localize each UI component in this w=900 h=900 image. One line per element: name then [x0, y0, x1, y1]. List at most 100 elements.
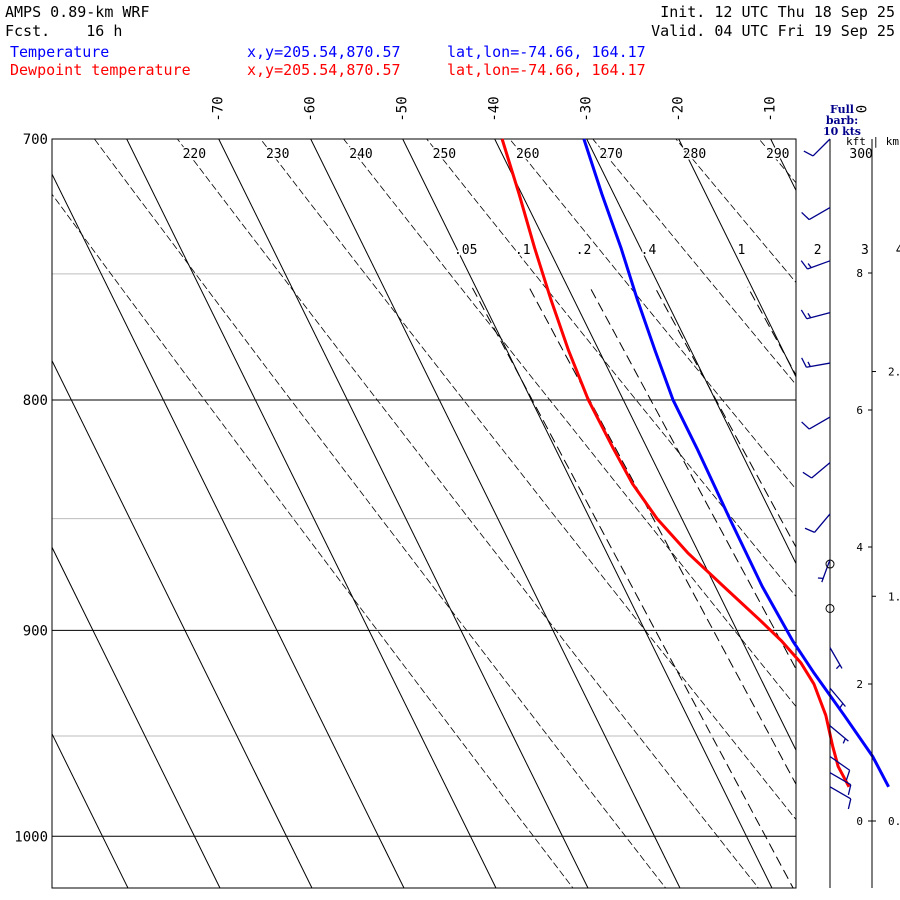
pressure-tick-label: 900: [23, 623, 48, 639]
dry-adiabat: [758, 139, 796, 184]
isotherm-line: [52, 546, 221, 888]
mixing-ratio-label: 1: [737, 243, 745, 258]
calm-wind-marker: [825, 559, 835, 569]
wind-barb: [801, 416, 831, 430]
wind-barb-staff: [811, 462, 831, 479]
mixing-ratio-label: .2: [576, 243, 592, 258]
barb-legend-line1: Full barb:: [825, 103, 859, 127]
legend-temperature-coord: x,y=205.54,870.57: [247, 43, 401, 61]
wind-barb-flag: [803, 150, 814, 157]
legend-dewpoint-label: Dewpoint temperature: [10, 61, 191, 79]
theta-label: 250: [433, 147, 456, 162]
temperature-tick-label: -70: [211, 96, 227, 121]
legend-temperature-latlon: lat,lon=-74.66, 164.17: [447, 43, 646, 61]
fcst-label: Fcst.: [5, 22, 51, 40]
theta-label: 230: [266, 147, 289, 162]
isotherm-line: [494, 139, 796, 752]
wind-barb-staff: [829, 772, 852, 786]
dry-adiabat: [52, 193, 574, 888]
wind-barb: [804, 513, 831, 533]
wind-barb-flag: [804, 527, 815, 533]
wind-barb: [800, 309, 831, 320]
barb-legend-line2: 10 kts: [822, 125, 862, 138]
height-axis-header: kft | km: [846, 135, 899, 148]
kft-tick-label: 0: [856, 815, 863, 828]
wind-barb-staff: [806, 311, 831, 320]
pressure-tick-label: 800: [23, 393, 48, 409]
km-tick-label: 2.: [888, 366, 900, 379]
wind-barb-flag: [847, 784, 852, 796]
mixing-ratio-label: 2: [814, 243, 822, 258]
wind-barb: [829, 647, 843, 670]
wind-barb-staff: [829, 725, 849, 742]
mixing-ratio-label: 4: [896, 243, 900, 258]
mixing-ratio-label: .05: [454, 243, 477, 258]
wind-barb-staff: [812, 138, 831, 157]
isotherm-line: [52, 359, 313, 888]
mixing-ratio-label: .1: [515, 243, 531, 258]
theta-label: 270: [599, 147, 622, 162]
wind-barb-staff: [829, 755, 851, 771]
dry-adiabat: [592, 139, 796, 386]
temperature-tick-label: -50: [395, 96, 411, 121]
isotherm-line: [586, 139, 796, 565]
km-tick-label: 0.: [888, 815, 900, 828]
wind-barb-flag: [801, 357, 807, 368]
temperature-profile-line: [582, 138, 890, 788]
dry-adiabat: [426, 139, 796, 598]
kft-tick-label: 6: [856, 404, 863, 417]
kft-tick-label: 2: [856, 678, 863, 691]
wind-barb: [802, 462, 831, 479]
isotherm-line: [402, 139, 773, 888]
wind-barb-half-flag: [807, 312, 812, 319]
wind-barb-flag: [801, 211, 810, 221]
wind-barb: [803, 138, 831, 157]
barb-legend: Full barb: 10 kts: [812, 104, 872, 137]
kft-tick-label: 4: [856, 541, 863, 554]
wind-barb: [801, 207, 831, 221]
wind-barb-half-flag: [839, 703, 844, 709]
temperature-tick-label: -10: [763, 96, 779, 121]
mixing-ratio-line: [589, 286, 796, 671]
wind-barb-flag: [847, 798, 852, 810]
wind-barb-half-flag: [835, 664, 841, 670]
mixing-ratio-line: [471, 286, 794, 888]
wind-barb-staff: [808, 416, 831, 430]
wind-barb-flag: [800, 309, 808, 320]
wind-barb: [829, 755, 851, 781]
mixing-ratio-label: 3: [861, 243, 869, 258]
dry-adiabat: [343, 139, 796, 708]
theta-label: 290: [766, 147, 789, 162]
temperature-tick-label: -60: [303, 96, 319, 121]
dry-adiabat: [675, 139, 796, 284]
wind-barb: [829, 786, 852, 810]
wind-barb-flag: [845, 770, 851, 781]
wind-barb-half-flag: [842, 738, 846, 744]
isotherm-line: [678, 139, 796, 379]
isotherm-line: [52, 732, 129, 888]
wind-barb: [829, 687, 846, 709]
kft-label: kft: [846, 135, 866, 148]
theta-label: 240: [349, 147, 372, 162]
model-title: AMPS 0.89-km WRF: [5, 3, 150, 21]
valid-time: Valid. 04 UTC Fri 19 Sep 25: [651, 22, 895, 40]
temperature-tick-label: -20: [671, 96, 687, 121]
legend-dewpoint-coord: x,y=205.54,870.57: [247, 61, 401, 79]
isotherm-line: [0, 139, 36, 888]
kft-tick-label: 8: [856, 267, 863, 280]
forecast-label: Fcst. 16 h: [5, 23, 122, 40]
wind-barb-flag: [802, 471, 812, 479]
legend-dewpoint-latlon: lat,lon=-74.66, 164.17: [447, 61, 646, 79]
dry-adiabat: [93, 139, 667, 888]
wind-barb-staff: [814, 513, 831, 533]
wind-barb: [829, 772, 852, 796]
theta-label: 220: [183, 147, 206, 162]
dry-adiabat: [176, 139, 759, 888]
dry-adiabat: [259, 139, 796, 821]
km-tick-label: 1.: [888, 590, 900, 603]
theta-label: 260: [516, 147, 539, 162]
wind-barb-staff: [829, 786, 852, 800]
wind-barb: [829, 725, 849, 744]
calm-wind-marker: [825, 603, 835, 613]
